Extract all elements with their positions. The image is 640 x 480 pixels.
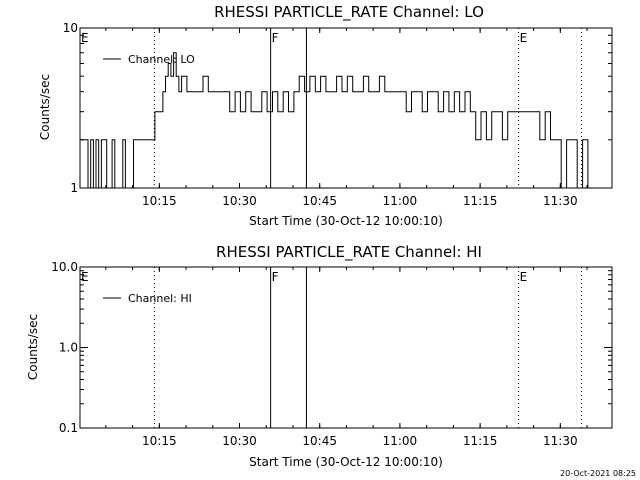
chart-hi-marker-label-2: F: [272, 270, 279, 284]
chart-hi-xtick-label-5: 11:30: [543, 434, 578, 448]
chart-hi-xtick-label-0: 10:15: [142, 434, 177, 448]
chart-lo-xtick-label-4: 11:15: [463, 194, 498, 208]
chart-hi-title: RHESSI PARTICLE_RATE Channel: HI: [216, 243, 482, 262]
chart-hi-xtick-label-2: 10:45: [302, 434, 337, 448]
chart-lo-xtick-label-0: 10:15: [142, 194, 177, 208]
chart-lo-ytick-label-0: 1: [70, 181, 78, 195]
chart-lo-xtick-label-5: 11:30: [543, 194, 578, 208]
chart-hi-marker-label-4: E: [520, 270, 528, 284]
chart-lo-marker-label-2: F: [272, 31, 279, 45]
chart-lo-ylabel: Counts/sec: [38, 74, 52, 140]
chart-lo-ytick-label-1: 10: [63, 21, 78, 35]
footer-timestamp: 20-Oct-2021 08:25: [560, 469, 636, 478]
chart-lo-axes: 10:15 10:30 10:45 11:00 11:15 11:30 1 10: [63, 21, 613, 208]
chart-hi-xtick-label-3: 11:00: [383, 434, 418, 448]
chart-hi: RHESSI PARTICLE_RATE Channel: HI Counts/…: [26, 243, 613, 469]
chart-hi-xtick-label-1: 10:30: [222, 434, 257, 448]
chart-hi-ylabel: Counts/sec: [26, 314, 40, 380]
chart-lo-xtick-label-1: 10:30: [222, 194, 257, 208]
chart-hi-xlabel: Start Time (30-Oct-12 10:00:10): [249, 455, 443, 469]
chart-lo-xlabel: Start Time (30-Oct-12 10:00:10): [249, 214, 443, 228]
chart-lo-series: [80, 52, 590, 189]
chart-lo-xtick-label-3: 11:00: [383, 194, 418, 208]
chart-lo-marker-label-0: E: [81, 31, 89, 45]
chart-hi-xtick-label-4: 11:15: [463, 434, 498, 448]
chart-lo-xtick-label-2: 10:45: [302, 194, 337, 208]
chart-lo-series-line-0: [80, 52, 590, 189]
chart-lo-marker-label-4: E: [520, 31, 528, 45]
chart-hi-ytick-label-2: 10.0: [51, 260, 78, 274]
chart-lo-legend-label: Channel: LO: [128, 53, 195, 66]
chart-hi-legend: Channel: HI: [103, 292, 192, 305]
chart-lo-legend: Channel: LO: [103, 53, 195, 66]
chart-hi-ytick-label-1: 1.0: [59, 341, 78, 355]
chart-hi-ytick-label-0: 0.1: [59, 421, 78, 435]
chart-hi-marker-label-0: E: [81, 270, 89, 284]
chart-lo-title: RHESSI PARTICLE_RATE Channel: LO: [214, 3, 484, 22]
chart-hi-legend-label: Channel: HI: [128, 292, 192, 305]
chart-lo: RHESSI PARTICLE_RATE Channel: LO Counts/…: [38, 3, 613, 228]
chart-hi-axes: 10:15 10:30 10:45 11:00 11:15 11:30 0.1 1.0 10.0: [51, 260, 613, 448]
